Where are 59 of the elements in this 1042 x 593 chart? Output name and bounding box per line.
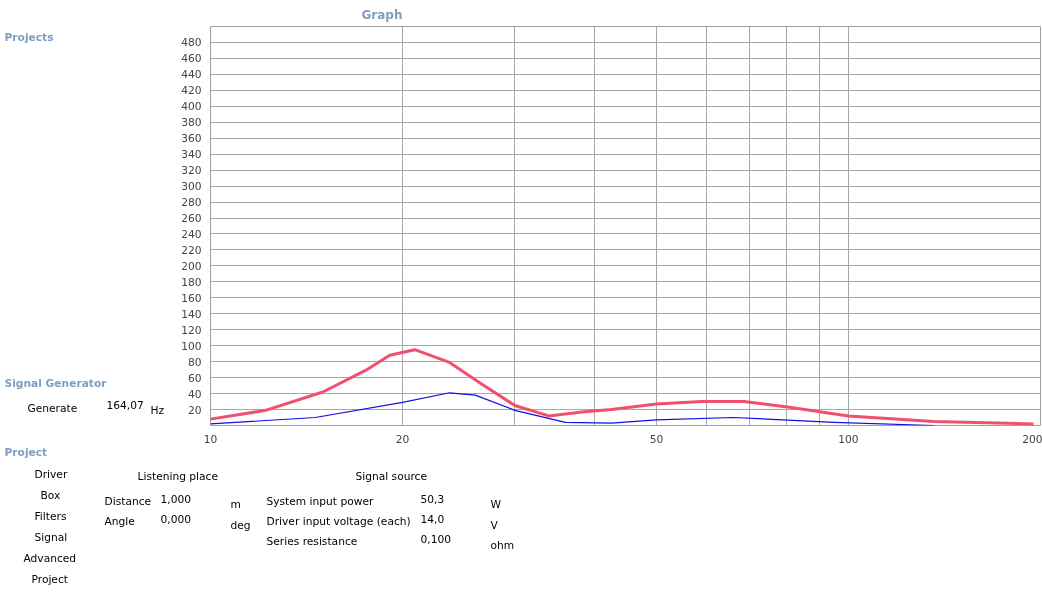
y-tick-label: 460 — [181, 52, 202, 66]
y-tick-label: 360 — [181, 132, 202, 146]
y-tick-label: 60 — [187, 371, 202, 385]
text: Series resistance — [266, 534, 358, 548]
y-tick-label: 40 — [187, 387, 202, 401]
y-tick-label: 180 — [181, 275, 202, 289]
text: deg — [230, 518, 251, 532]
y-tick-label: 440 — [181, 68, 202, 82]
text: 1,000 — [160, 492, 192, 506]
y-tick-label: 240 — [181, 227, 202, 241]
y-tick-label: 200 — [181, 259, 202, 273]
y-tick-label: 320 — [181, 164, 202, 178]
y-tick-label: 300 — [181, 180, 202, 194]
text: 0,000 — [160, 512, 192, 526]
text: Generate — [27, 402, 78, 416]
text: Signal Generator — [4, 377, 108, 391]
text: Angle — [104, 514, 135, 528]
text: m — [230, 497, 241, 511]
text: Project — [31, 572, 68, 586]
text: Driver — [34, 467, 68, 481]
text: Project — [4, 445, 48, 459]
text: 0,100 — [420, 532, 452, 546]
text: Signal source — [355, 469, 428, 483]
y-tick-label: 160 — [181, 291, 202, 305]
y-tick-label: 340 — [181, 148, 202, 162]
text: Signal — [34, 530, 68, 544]
text: Hz — [150, 403, 165, 417]
text: Driver input voltage (each) — [266, 514, 411, 528]
x-tick-label: 20 — [395, 432, 410, 446]
text: 164,07 — [106, 399, 144, 413]
y-tick-label: 120 — [181, 323, 202, 337]
text: ohm — [490, 538, 515, 552]
y-tick-label: 380 — [181, 116, 202, 130]
text: 14,0 — [420, 512, 445, 526]
text: V — [490, 518, 499, 532]
y-tick-label: 480 — [181, 36, 202, 50]
chart-title: Graph — [361, 7, 403, 22]
text: System input power — [266, 494, 374, 508]
x-tick-label: 100 — [838, 432, 859, 446]
x-tick-label: 10 — [203, 432, 218, 446]
y-tick-label: 100 — [181, 339, 202, 353]
text: Listening place — [137, 469, 218, 483]
text: Projects — [4, 30, 54, 44]
text: Advanced — [23, 551, 77, 565]
y-tick-label: 80 — [187, 355, 202, 369]
x-tick-label: 200 — [1022, 432, 1042, 446]
text: W — [490, 497, 502, 511]
text: 50,3 — [420, 492, 445, 506]
y-tick-label: 260 — [181, 212, 202, 226]
text: Filters — [34, 509, 67, 523]
y-tick-label: 420 — [181, 84, 202, 98]
y-tick-label: 400 — [181, 100, 202, 114]
y-tick-label: 140 — [181, 307, 202, 321]
y-tick-label: 220 — [181, 243, 202, 257]
y-tick-label: 20 — [187, 403, 202, 417]
y-tick-label: 280 — [181, 196, 202, 210]
text: Distance — [104, 494, 152, 508]
text: Box — [40, 488, 61, 502]
x-tick-label: 50 — [649, 432, 664, 446]
